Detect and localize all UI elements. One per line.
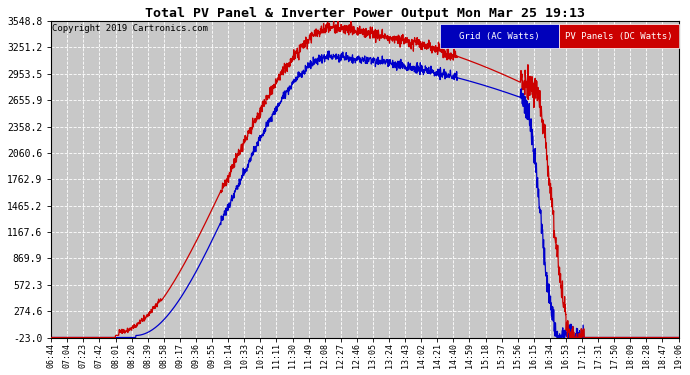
- Title: Total PV Panel & Inverter Power Output Mon Mar 25 19:13: Total PV Panel & Inverter Power Output M…: [145, 7, 585, 20]
- FancyBboxPatch shape: [440, 24, 560, 48]
- Text: Grid (AC Watts): Grid (AC Watts): [460, 32, 540, 40]
- Text: Copyright 2019 Cartronics.com: Copyright 2019 Cartronics.com: [52, 24, 208, 33]
- Text: PV Panels (DC Watts): PV Panels (DC Watts): [565, 32, 673, 40]
- FancyBboxPatch shape: [560, 24, 678, 48]
